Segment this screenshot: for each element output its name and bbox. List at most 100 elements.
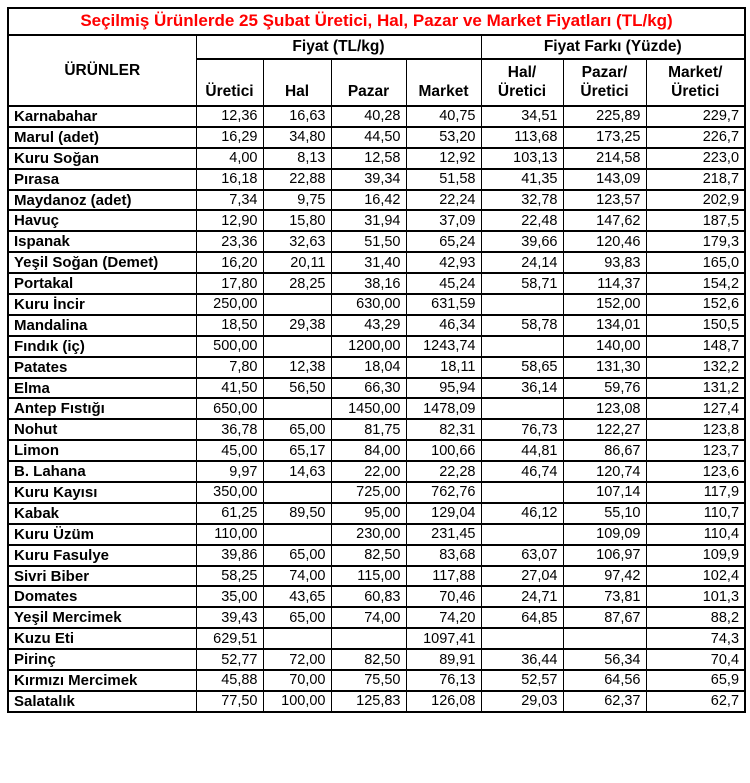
pazar-uretici-diff-cell — [562, 627, 647, 651]
pazar-price-cell: 44,50 — [330, 125, 407, 149]
table-row: Kuru Fasulye 39,86 65,00 82,50 83,68 63,… — [7, 543, 746, 567]
hal-uretici-diff-cell: 27,04 — [480, 564, 564, 588]
column-header-uretici: Üretici — [195, 58, 264, 107]
market-price-cell: 1243,74 — [405, 334, 482, 358]
table-title-row: Seçilmiş Ürünlerde 25 Şubat Üretici, Hal… — [7, 7, 746, 36]
hal-uretici-diff-cell: 22,48 — [480, 209, 564, 233]
hal-uretici-diff-cell: 58,65 — [480, 355, 564, 379]
market-price-cell: 22,24 — [405, 188, 482, 212]
product-name-cell: Kırmızı Mercimek — [7, 669, 197, 692]
uretici-price-cell: 7,34 — [195, 188, 264, 212]
hal-price-cell — [262, 627, 332, 651]
table-row: Pirinç 52,77 72,00 82,50 89,91 36,44 56,… — [7, 648, 746, 672]
product-name-cell: Mandalina — [7, 313, 197, 337]
pazar-uretici-diff-cell: 123,08 — [562, 397, 647, 421]
sub-header-row: Üretici Hal Pazar Market Hal/ Üretici Pa… — [8, 58, 746, 107]
hal-price-cell: 70,00 — [262, 669, 332, 692]
hal-price-cell: 72,00 — [262, 648, 332, 672]
table-row: Yeşil Soğan (Demet) 16,20 20,11 31,40 42… — [7, 251, 746, 275]
market-price-cell: 1097,41 — [405, 627, 482, 651]
pazar-price-cell: 31,94 — [330, 209, 407, 233]
hal-uretici-diff-cell: 58,78 — [480, 313, 564, 337]
market-uretici-diff-cell: 152,6 — [645, 293, 746, 316]
market-uretici-diff-cell: 154,2 — [645, 272, 746, 296]
product-name-cell: Limon — [7, 439, 197, 463]
pazar-uretici-diff-cell: 122,27 — [562, 418, 647, 442]
product-name-cell: B. Lahana — [7, 460, 197, 484]
pazar-uretici-diff-cell: 109,09 — [562, 522, 647, 546]
hal-uretici-diff-cell: 46,12 — [480, 501, 564, 525]
hal-price-cell: 14,63 — [262, 460, 332, 484]
table-row: Karnabahar 12,36 16,63 40,28 40,75 34,51… — [7, 105, 746, 128]
uretici-price-cell: 45,00 — [195, 439, 264, 463]
table-row: Kuru Soğan 4,00 8,13 12,58 12,92 103,13 … — [7, 146, 746, 170]
pazar-uretici-diff-cell: 120,74 — [562, 460, 647, 484]
market-uretici-diff-cell: 110,4 — [645, 522, 746, 546]
hal-price-cell: 32,63 — [262, 230, 332, 254]
hal-price-cell: 65,00 — [262, 418, 332, 442]
pazar-price-cell: 38,16 — [330, 272, 407, 296]
hal-price-cell — [262, 334, 332, 358]
hal-price-cell: 65,17 — [262, 439, 332, 463]
hal-uretici-diff-cell: 52,57 — [480, 669, 564, 692]
hal-price-cell: 100,00 — [262, 689, 332, 713]
column-group-price: Fiyat (TL/kg) — [195, 34, 482, 60]
market-price-cell: 82,31 — [405, 418, 482, 442]
market-price-cell: 45,24 — [405, 272, 482, 296]
table-row: Portakal 17,80 28,25 38,16 45,24 58,71 1… — [7, 272, 746, 296]
group-header-row: ÜRÜNLER Fiyat (TL/kg) Fiyat Farkı (Yüzde… — [7, 34, 746, 107]
uretici-price-cell: 41,50 — [195, 376, 264, 400]
pazar-price-cell: 12,58 — [330, 146, 407, 170]
table-row: Ispanak 23,36 32,63 51,50 65,24 39,66 12… — [7, 230, 746, 254]
table-row: Maydanoz (adet) 7,34 9,75 16,42 22,24 32… — [7, 188, 746, 212]
table-row: Kırmızı Mercimek 45,88 70,00 75,50 76,13… — [7, 669, 746, 692]
price-comparison-table: Seçilmiş Ürünlerde 25 Şubat Üretici, Hal… — [7, 7, 747, 713]
pazar-price-cell: 125,83 — [330, 689, 407, 713]
table-row: Mandalina 18,50 29,38 43,29 46,34 58,78 … — [7, 313, 746, 337]
product-name-cell: Domates — [7, 585, 197, 609]
pazar-price-cell: 630,00 — [330, 293, 407, 316]
market-price-cell: 53,20 — [405, 125, 482, 149]
hal-uretici-diff-cell: 103,13 — [480, 146, 564, 170]
market-uretici-diff-cell: 127,4 — [645, 397, 746, 421]
table-row: Pırasa 16,18 22,88 39,34 51,58 41,35 143… — [7, 167, 746, 191]
uretici-price-cell: 17,80 — [195, 272, 264, 296]
hal-uretici-diff-cell: 113,68 — [480, 125, 564, 149]
hal-uretici-diff-cell: 64,85 — [480, 606, 564, 630]
market-price-cell: 22,28 — [405, 460, 482, 484]
hal-price-cell — [262, 522, 332, 546]
market-uretici-diff-cell: 62,7 — [645, 689, 746, 713]
market-uretici-diff-cell: 110,7 — [645, 501, 746, 525]
hal-price-cell: 43,65 — [262, 585, 332, 609]
uretici-price-cell: 350,00 — [195, 481, 264, 504]
market-uretici-diff-cell: 74,3 — [645, 627, 746, 651]
pazar-uretici-diff-cell: 107,14 — [562, 481, 647, 504]
uretici-price-cell: 23,36 — [195, 230, 264, 254]
pazar-price-cell: 84,00 — [330, 439, 407, 463]
uretici-price-cell: 16,29 — [195, 125, 264, 149]
product-name-cell: Pirinç — [7, 648, 197, 672]
hal-price-cell: 20,11 — [262, 251, 332, 275]
pazar-price-cell: 18,04 — [330, 355, 407, 379]
table-row: Antep Fıstığı 650,00 1450,00 1478,09 123… — [7, 397, 746, 421]
uretici-price-cell: 77,50 — [195, 689, 264, 713]
market-price-cell: 1478,09 — [405, 397, 482, 421]
product-name-cell: Kuru İncir — [7, 293, 197, 316]
uretici-price-cell: 629,51 — [195, 627, 264, 651]
market-price-cell: 89,91 — [405, 648, 482, 672]
pazar-price-cell: 74,00 — [330, 606, 407, 630]
pazar-uretici-diff-cell: 62,37 — [562, 689, 647, 713]
uretici-price-cell: 250,00 — [195, 293, 264, 316]
market-uretici-diff-cell: 123,8 — [645, 418, 746, 442]
hal-price-cell: 65,00 — [262, 606, 332, 630]
pazar-price-cell: 51,50 — [330, 230, 407, 254]
pazar-price-cell: 82,50 — [330, 648, 407, 672]
pazar-uretici-diff-cell: 64,56 — [562, 669, 647, 692]
market-price-cell: 83,68 — [405, 543, 482, 567]
table-row: Limon 45,00 65,17 84,00 100,66 44,81 86,… — [7, 439, 746, 463]
pazar-price-cell — [330, 627, 407, 651]
uretici-price-cell: 45,88 — [195, 669, 264, 692]
pazar-price-cell: 115,00 — [330, 564, 407, 588]
market-uretici-diff-cell: 226,7 — [645, 125, 746, 149]
pazar-uretici-diff-cell: 93,83 — [562, 251, 647, 275]
